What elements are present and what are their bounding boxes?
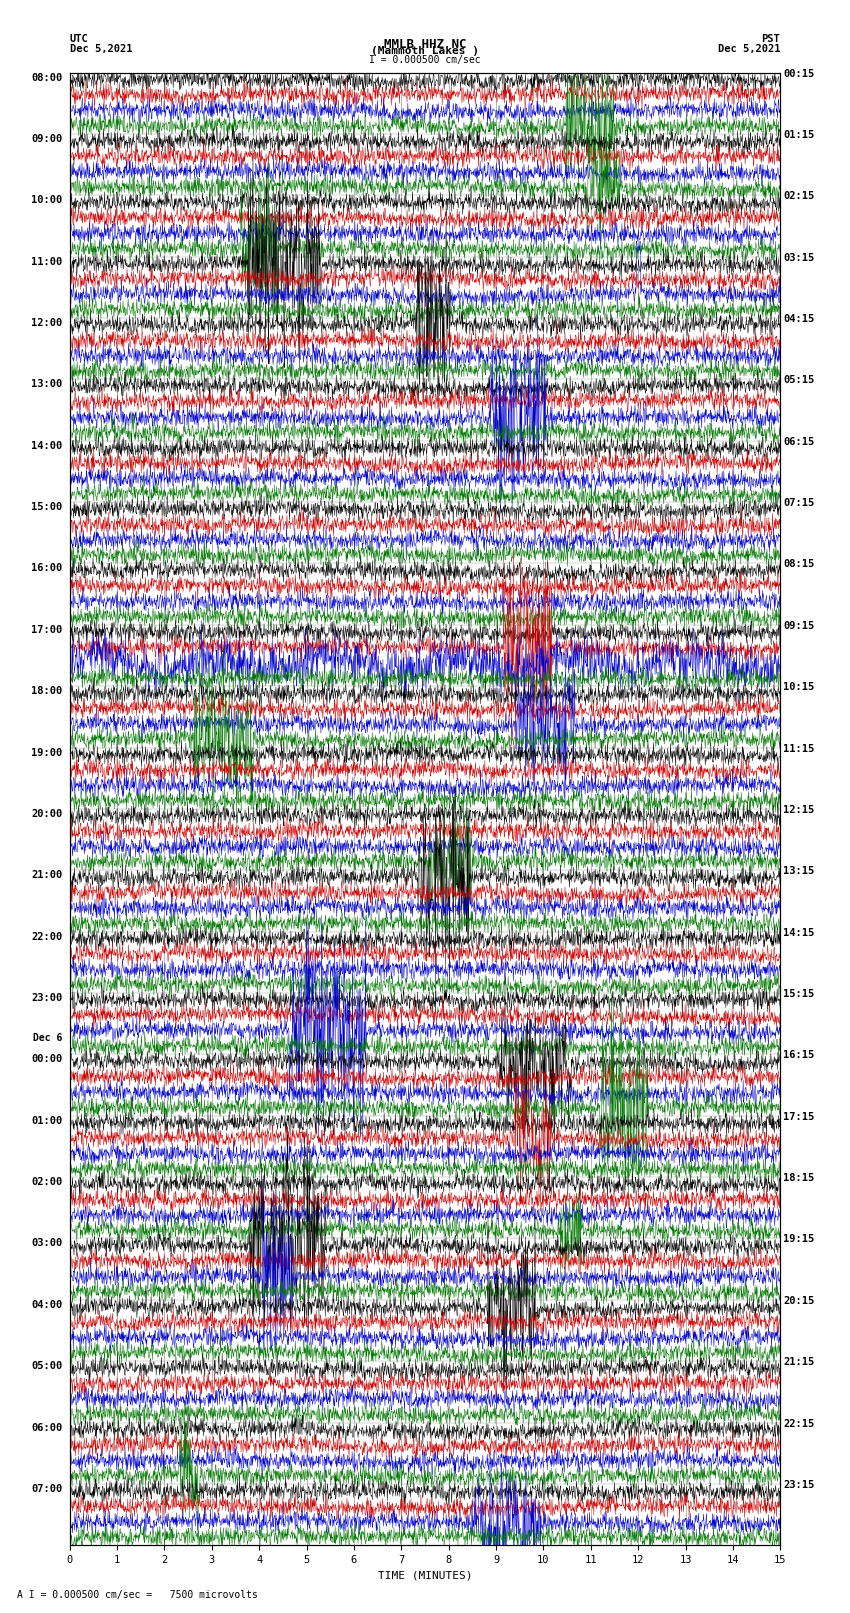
Text: 01:00: 01:00 bbox=[31, 1116, 63, 1126]
Text: 11:00: 11:00 bbox=[31, 256, 63, 266]
Text: MMLB HHZ NC: MMLB HHZ NC bbox=[383, 37, 467, 52]
Text: 20:00: 20:00 bbox=[31, 810, 63, 819]
Text: 06:00: 06:00 bbox=[31, 1423, 63, 1432]
Text: 09:00: 09:00 bbox=[31, 134, 63, 144]
Text: 12:00: 12:00 bbox=[31, 318, 63, 327]
Text: PST: PST bbox=[762, 34, 780, 44]
Text: 15:00: 15:00 bbox=[31, 502, 63, 511]
Text: Dec 5,2021: Dec 5,2021 bbox=[717, 44, 780, 53]
Text: 08:00: 08:00 bbox=[31, 73, 63, 82]
Text: 05:00: 05:00 bbox=[31, 1361, 63, 1371]
Text: Dec 5,2021: Dec 5,2021 bbox=[70, 44, 133, 53]
Text: I = 0.000500 cm/sec: I = 0.000500 cm/sec bbox=[369, 55, 481, 65]
Text: 04:00: 04:00 bbox=[31, 1300, 63, 1310]
Text: Dec 6: Dec 6 bbox=[33, 1032, 63, 1042]
Text: A I = 0.000500 cm/sec =   7500 microvolts: A I = 0.000500 cm/sec = 7500 microvolts bbox=[17, 1590, 258, 1600]
Text: 00:00: 00:00 bbox=[31, 1055, 63, 1065]
Text: 02:00: 02:00 bbox=[31, 1177, 63, 1187]
Text: 07:00: 07:00 bbox=[31, 1484, 63, 1494]
Text: 13:00: 13:00 bbox=[31, 379, 63, 389]
Text: 23:00: 23:00 bbox=[31, 994, 63, 1003]
Text: UTC: UTC bbox=[70, 34, 88, 44]
Text: 18:00: 18:00 bbox=[31, 686, 63, 697]
Text: 21:00: 21:00 bbox=[31, 871, 63, 881]
Text: 14:00: 14:00 bbox=[31, 440, 63, 450]
Text: 17:00: 17:00 bbox=[31, 624, 63, 636]
Text: 19:00: 19:00 bbox=[31, 747, 63, 758]
Text: 10:00: 10:00 bbox=[31, 195, 63, 205]
Text: 03:00: 03:00 bbox=[31, 1239, 63, 1248]
Text: 16:00: 16:00 bbox=[31, 563, 63, 574]
X-axis label: TIME (MINUTES): TIME (MINUTES) bbox=[377, 1571, 473, 1581]
Text: 22:00: 22:00 bbox=[31, 932, 63, 942]
Text: (Mammoth Lakes ): (Mammoth Lakes ) bbox=[371, 45, 479, 56]
